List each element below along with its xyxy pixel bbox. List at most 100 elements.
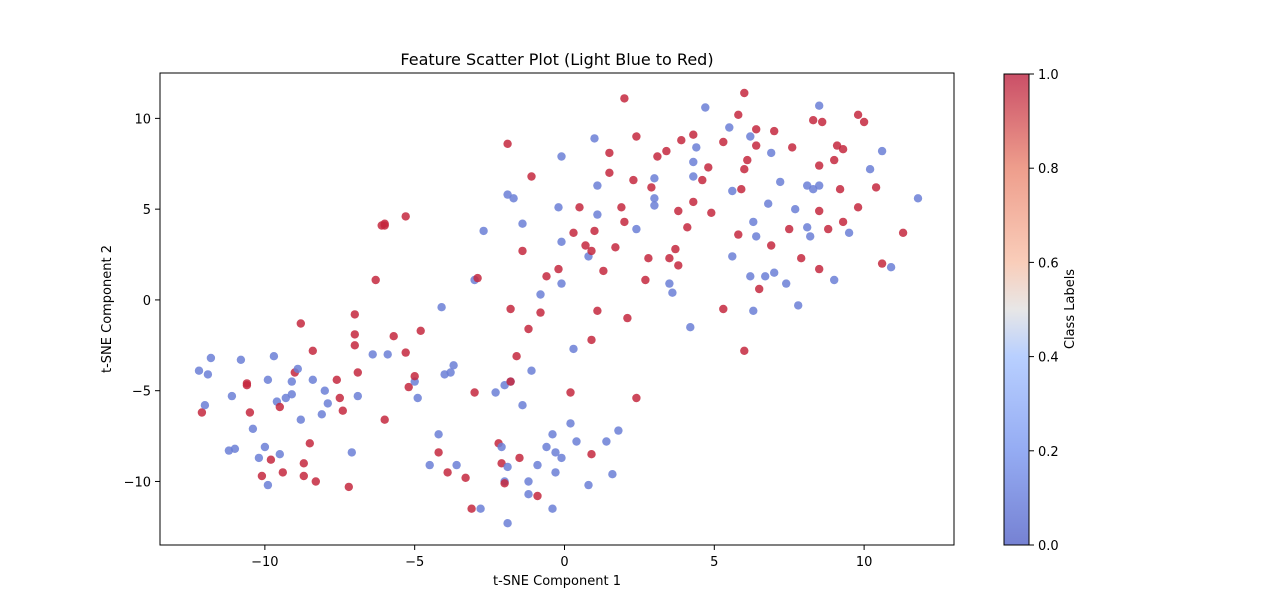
x-axis-label: t-SNE Component 1 — [493, 574, 621, 589]
data-point-189 — [740, 165, 749, 174]
data-point-165 — [671, 244, 680, 254]
data-point-193 — [746, 272, 755, 281]
data-point-122 — [566, 419, 575, 428]
data-point-228 — [835, 185, 845, 194]
data-point-196 — [752, 141, 761, 150]
x-tick-label: 0 — [560, 555, 568, 570]
data-point-4 — [206, 353, 216, 363]
data-point-225 — [830, 155, 839, 165]
data-point-170 — [686, 323, 695, 332]
data-point-48 — [353, 368, 362, 377]
data-point-18 — [266, 455, 276, 464]
data-point-184 — [728, 252, 737, 261]
data-point-177 — [701, 103, 710, 112]
data-point-2 — [200, 401, 210, 410]
data-point-43 — [344, 482, 353, 492]
data-point-237 — [877, 146, 887, 156]
data-point-233 — [853, 203, 863, 212]
data-point-131 — [587, 246, 596, 256]
data-point-226 — [830, 275, 839, 285]
data-point-86 — [500, 479, 509, 488]
data-point-219 — [815, 161, 824, 170]
data-point-115 — [551, 468, 560, 477]
data-point-65 — [425, 460, 434, 470]
data-point-46 — [350, 310, 359, 319]
data-point-80 — [479, 226, 488, 236]
data-point-153 — [632, 393, 641, 403]
data-point-79 — [476, 504, 485, 513]
data-point-156 — [647, 183, 656, 192]
data-point-212 — [797, 254, 806, 263]
data-point-26 — [287, 377, 296, 386]
data-point-171 — [689, 172, 698, 181]
data-point-0 — [194, 366, 204, 375]
data-point-221 — [815, 206, 824, 216]
data-point-49 — [353, 391, 362, 401]
data-point-123 — [566, 388, 575, 397]
data-point-218 — [815, 101, 824, 110]
data-point-141 — [605, 168, 614, 177]
data-point-168 — [677, 136, 686, 145]
data-point-81 — [491, 388, 500, 397]
data-point-108 — [536, 308, 545, 317]
data-point-173 — [689, 130, 698, 139]
data-point-89 — [503, 139, 512, 148]
data-point-22 — [275, 402, 284, 412]
data-point-119 — [557, 237, 566, 246]
data-point-99 — [518, 401, 527, 410]
data-point-232 — [853, 110, 863, 120]
data-point-72 — [449, 361, 458, 370]
data-point-191 — [743, 155, 752, 165]
data-point-148 — [620, 94, 629, 103]
y-tick-label: −5 — [132, 385, 151, 400]
colorbar-gradient — [1003, 73, 1030, 546]
x-tick-label: 10 — [856, 555, 873, 570]
plot-frame — [159, 72, 955, 546]
data-point-188 — [740, 88, 749, 98]
data-point-41 — [335, 393, 344, 403]
data-point-23 — [278, 468, 287, 477]
data-point-211 — [794, 301, 803, 310]
y-axis-label: t-SNE Component 2 — [100, 245, 115, 373]
data-point-101 — [524, 477, 533, 486]
data-point-50 — [368, 350, 377, 359]
data-point-231 — [844, 228, 854, 237]
y-tick-label: 0 — [143, 294, 151, 309]
data-point-124 — [569, 228, 578, 237]
data-point-97 — [515, 453, 524, 463]
data-point-11 — [245, 408, 255, 417]
data-point-100 — [518, 246, 527, 256]
data-point-162 — [665, 279, 674, 288]
data-point-95 — [509, 194, 518, 203]
points-layer — [194, 88, 923, 528]
x-tick-label: −5 — [405, 555, 424, 570]
data-point-207 — [782, 279, 791, 288]
data-point-29 — [296, 319, 305, 328]
colorbar-ticks: 0.0 0.2 0.4 0.6 0.8 1.0 — [1029, 68, 1059, 554]
data-point-107 — [533, 491, 542, 501]
data-point-17 — [263, 480, 273, 490]
data-point-8 — [236, 355, 246, 364]
data-point-54 — [380, 219, 389, 228]
data-point-234 — [859, 117, 869, 127]
data-point-42 — [338, 406, 347, 415]
data-point-134 — [590, 134, 599, 143]
data-point-223 — [818, 117, 827, 127]
data-point-178 — [704, 163, 713, 172]
data-point-37 — [317, 410, 326, 419]
data-point-172 — [689, 197, 698, 207]
data-point-55 — [380, 415, 389, 424]
data-point-167 — [674, 261, 683, 270]
data-point-142 — [605, 148, 614, 158]
data-point-1 — [197, 408, 207, 417]
data-point-152 — [632, 224, 641, 234]
data-point-68 — [437, 303, 446, 312]
data-point-128 — [581, 241, 590, 250]
data-point-117 — [554, 264, 563, 274]
data-point-74 — [461, 473, 470, 482]
data-point-238 — [877, 259, 887, 268]
data-point-19 — [269, 352, 279, 361]
data-point-60 — [404, 382, 413, 392]
data-point-25 — [287, 390, 296, 399]
data-point-103 — [524, 324, 533, 334]
